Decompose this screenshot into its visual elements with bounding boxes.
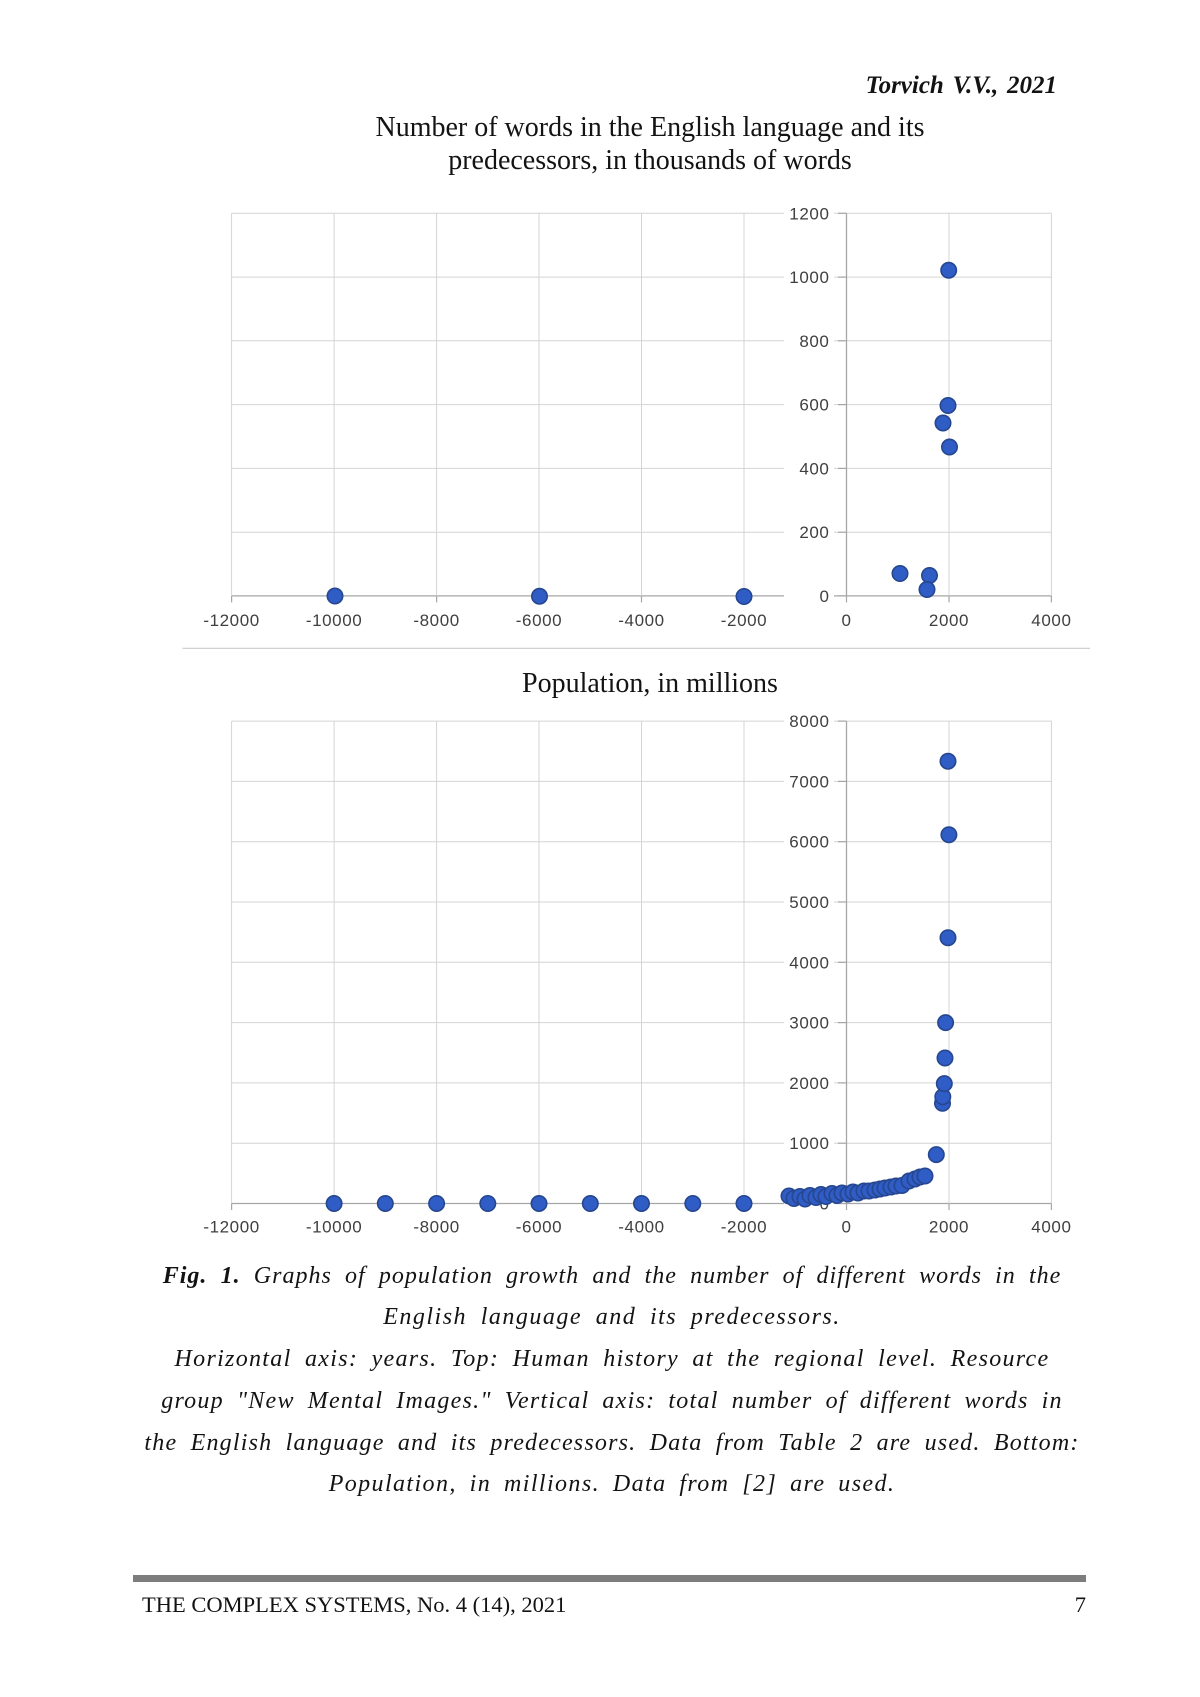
svg-text:4000: 4000 (1031, 1218, 1071, 1237)
svg-text:-4000: -4000 (618, 1218, 664, 1237)
svg-text:400: 400 (799, 459, 829, 478)
svg-text:-10000: -10000 (306, 611, 363, 630)
svg-text:-8000: -8000 (413, 1218, 459, 1237)
svg-text:7000: 7000 (789, 772, 829, 791)
svg-text:-12000: -12000 (203, 611, 260, 630)
svg-text:200: 200 (799, 523, 829, 542)
svg-text:4000: 4000 (1031, 611, 1071, 630)
svg-text:1200: 1200 (789, 204, 829, 223)
svg-text:2000: 2000 (929, 611, 969, 630)
svg-text:1000: 1000 (789, 268, 829, 287)
svg-text:-2000: -2000 (721, 611, 767, 630)
svg-text:-10000: -10000 (306, 1218, 363, 1237)
svg-text:2000: 2000 (789, 1074, 829, 1093)
svg-text:-8000: -8000 (413, 611, 459, 630)
svg-text:800: 800 (799, 332, 829, 351)
svg-text:-6000: -6000 (516, 611, 562, 630)
svg-text:-12000: -12000 (203, 1218, 260, 1237)
svg-text:6000: 6000 (789, 833, 829, 852)
svg-text:2000: 2000 (929, 1218, 969, 1237)
svg-text:3000: 3000 (789, 1014, 829, 1033)
svg-text:0: 0 (841, 1218, 851, 1237)
svg-text:0: 0 (841, 611, 851, 630)
svg-text:5000: 5000 (789, 893, 829, 912)
svg-text:0: 0 (819, 587, 829, 606)
svg-text:8000: 8000 (789, 712, 829, 731)
svg-text:4000: 4000 (789, 953, 829, 972)
svg-text:-2000: -2000 (721, 1218, 767, 1237)
svg-text:600: 600 (799, 396, 829, 415)
svg-text:1000: 1000 (789, 1134, 829, 1153)
svg-text:-6000: -6000 (516, 1218, 562, 1237)
svg-text:-4000: -4000 (618, 611, 664, 630)
